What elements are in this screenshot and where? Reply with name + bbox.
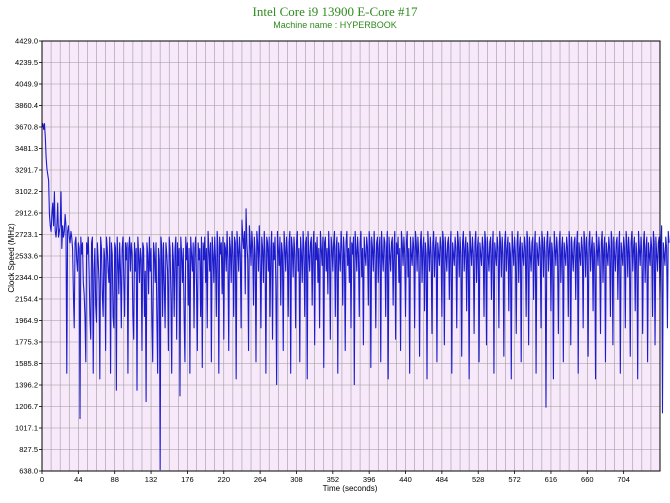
x-tick-label: 132 (145, 475, 158, 484)
y-tick-label: 1585.8 (15, 359, 38, 368)
x-tick-label: 352 (327, 475, 340, 484)
y-axis-ticks: 638.0 827.5 1017.1 1206.7 1396.2 1585.8 1775.3… (15, 37, 42, 476)
y-tick-label: 638.0 (19, 467, 38, 476)
x-axis-ticks: 0 44 88 132 176 220 264 308 352 396 440 484 528 572 61… (40, 471, 630, 484)
y-tick-label: 4429.0 (15, 37, 38, 46)
y-tick-label: 1964.9 (15, 316, 38, 325)
y-tick-label: 4239.5 (15, 58, 38, 67)
y-tick-label: 1206.7 (15, 402, 38, 411)
y-tick-label: 3670.8 (15, 123, 38, 132)
y-tick-label: 827.5 (19, 445, 38, 454)
x-tick-label: 264 (254, 475, 267, 484)
x-tick-label: 88 (111, 475, 119, 484)
x-tick-label: 440 (399, 475, 412, 484)
y-tick-label: 1396.2 (15, 381, 38, 390)
y-tick-label: 4049.9 (15, 80, 38, 89)
x-tick-label: 616 (545, 475, 558, 484)
y-tick-label: 3860.4 (15, 101, 38, 110)
x-tick-label: 572 (508, 475, 521, 484)
y-tick-label: 3102.2 (15, 187, 38, 196)
chart-subtitle: Machine name : HYPERBOOK (273, 20, 397, 30)
y-tick-label: 3481.3 (15, 144, 38, 153)
x-tick-label: 660 (581, 475, 594, 484)
x-tick-label: 704 (617, 475, 630, 484)
y-tick-label: 2912.6 (15, 209, 38, 218)
y-tick-label: 2533.6 (15, 251, 38, 260)
x-tick-label: 44 (74, 475, 82, 484)
x-tick-label: 308 (290, 475, 303, 484)
x-tick-label: 484 (436, 475, 449, 484)
y-tick-label: 3291.7 (15, 166, 38, 175)
y-tick-label: 2723.1 (15, 230, 38, 239)
x-tick-label: 176 (181, 475, 194, 484)
x-tick-label: 528 (472, 475, 485, 484)
chart-title: Intel Core i9 13900 E-Core #17 (253, 4, 418, 19)
x-tick-label: 396 (363, 475, 376, 484)
x-axis-label: Time (seconds) (323, 484, 378, 493)
y-tick-label: 2154.4 (15, 295, 38, 304)
y-tick-label: 1017.1 (15, 424, 38, 433)
x-tick-label: 220 (218, 475, 231, 484)
y-axis-label: Clock Speed (MHz) (7, 223, 16, 293)
y-tick-label: 1775.3 (15, 338, 38, 347)
y-tick-label: 2344.0 (15, 273, 38, 282)
x-tick-label: 0 (40, 475, 44, 484)
